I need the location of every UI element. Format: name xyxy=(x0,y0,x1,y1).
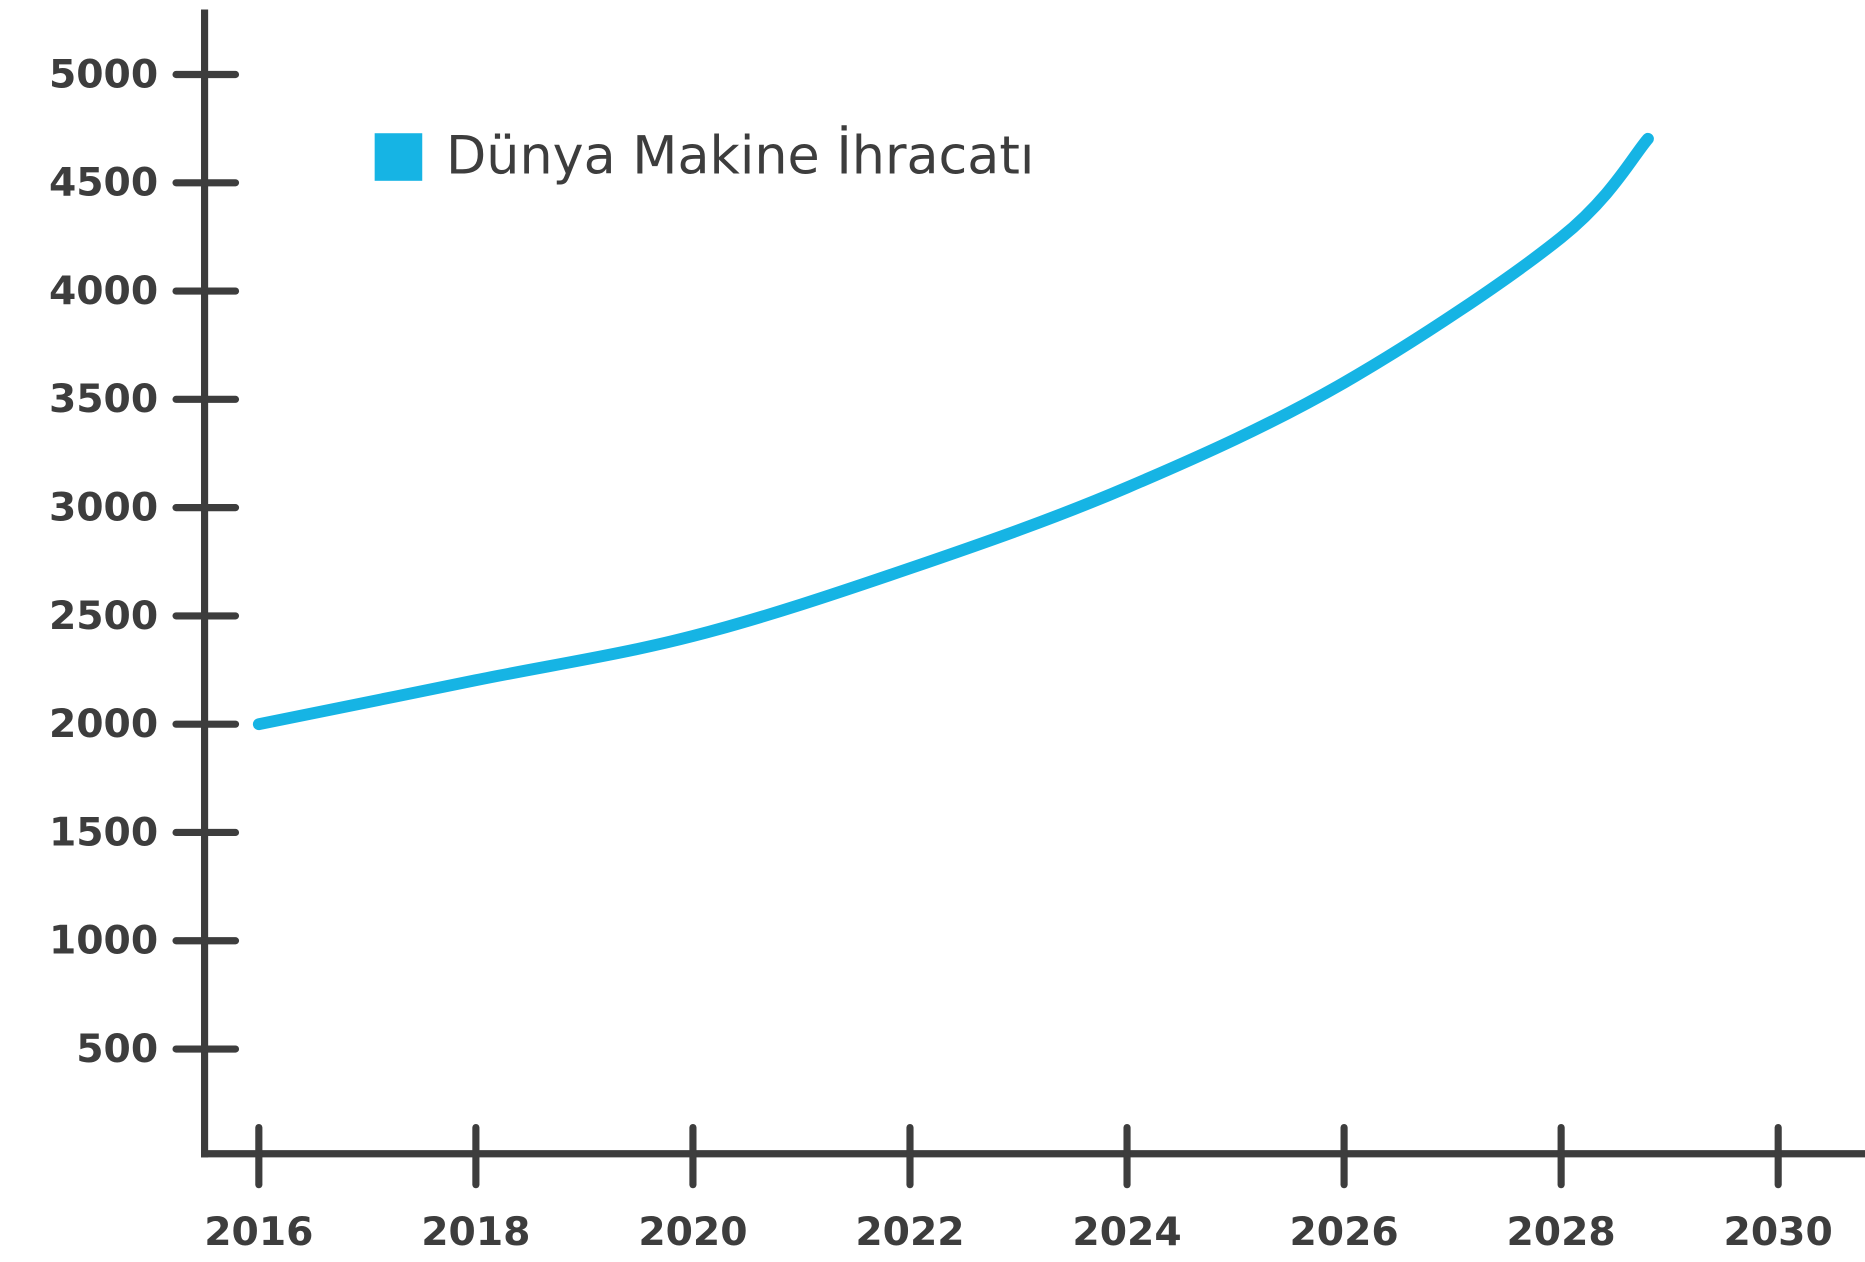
y-tick-label: 4000 xyxy=(49,269,158,314)
x-tick-label: 2030 xyxy=(1724,1210,1833,1255)
y-tick-label: 3000 xyxy=(49,486,158,531)
legend-swatch xyxy=(374,133,423,181)
legend-label: Dünya Makine İhracatı xyxy=(446,125,1034,186)
x-tick-label: 2020 xyxy=(638,1210,747,1255)
x-tick-label: 2026 xyxy=(1289,1210,1398,1255)
line xyxy=(252,132,1654,731)
x-tick-label: 2016 xyxy=(204,1210,313,1255)
y-tick-label: 2500 xyxy=(49,594,158,639)
y-tick-label: 5000 xyxy=(49,52,158,97)
y-tick-label: 4500 xyxy=(49,161,158,206)
y-tick-label: 2000 xyxy=(49,702,158,747)
x-tick-label: 2024 xyxy=(1072,1210,1181,1255)
x-tick-label: 2022 xyxy=(855,1210,964,1255)
y-tick-label: 1000 xyxy=(49,919,158,964)
y-tick-label: 500 xyxy=(76,1027,158,1072)
x-tick-label: 2028 xyxy=(1507,1210,1616,1255)
y-tick-label: 1500 xyxy=(49,810,158,855)
y-tick-label: 3500 xyxy=(49,377,158,422)
x-tick-label: 2018 xyxy=(421,1210,530,1255)
